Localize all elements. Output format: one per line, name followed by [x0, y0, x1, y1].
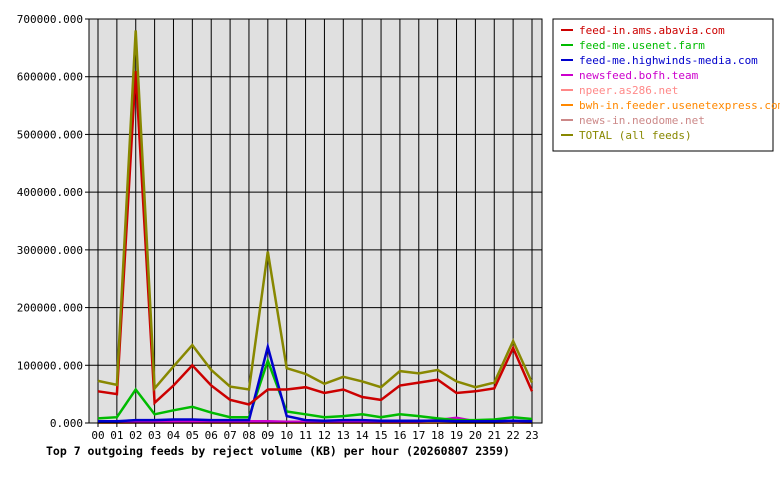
x-tick-label: 00	[91, 429, 104, 442]
series-line-0	[97, 70, 534, 406]
x-tick-label: 21	[488, 429, 501, 442]
chart-title: Top 7 outgoing feeds by reject volume (K…	[46, 444, 510, 458]
legend-label: news-in.neodome.net	[579, 114, 705, 127]
x-tick-label: 08	[242, 429, 255, 442]
y-tick-label: 500000.000	[17, 128, 83, 141]
x-tick-label: 06	[205, 429, 218, 442]
y-tick-label: 300000.000	[17, 244, 83, 257]
x-tick-label: 14	[356, 429, 370, 442]
y-tick-label: 400000.000	[17, 186, 83, 199]
legend-label: bwh-in.feeder.usenetexpress.com	[579, 99, 780, 112]
plot-area	[89, 19, 542, 423]
x-tick-label: 15	[374, 429, 387, 442]
x-tick-label: 03	[148, 429, 161, 442]
x-tick-label: 12	[318, 429, 331, 442]
x-tick-label: 17	[412, 429, 425, 442]
y-tick-label: 0.000	[50, 417, 83, 430]
x-tick-label: 16	[393, 429, 406, 442]
legend-label: feed-in.ams.abavia.com	[579, 24, 725, 37]
x-tick-label: 22	[507, 429, 520, 442]
x-tick-label: 10	[280, 429, 293, 442]
legend-label: feed-me.usenet.farm	[579, 39, 705, 52]
x-tick-label: 19	[450, 429, 463, 442]
y-tick-label: 200000.000	[17, 302, 83, 315]
series-line-7	[97, 30, 534, 392]
legend-label: newsfeed.bofh.team	[579, 69, 699, 82]
legend: feed-in.ams.abavia.com feed-me.usenet.far…	[552, 18, 780, 152]
x-tick-label: 20	[469, 429, 482, 442]
x-tick-label: 11	[299, 429, 312, 442]
x-axis: 00 01 02 03 04 05 06 07 08 09 10 11 12 13 14 15 16 17 18 19…	[91, 423, 539, 442]
series-line-3	[98, 416, 533, 424]
x-tick-label: 09	[261, 429, 274, 442]
legend-label: TOTAL (all feeds)	[579, 129, 692, 142]
y-tick-label: 700000.000	[17, 13, 83, 26]
x-tick-label: 05	[186, 429, 199, 442]
plot-frame	[88, 18, 543, 424]
y-axis: 0.000 100000.000 200000.000 300000.000 40000…	[17, 13, 89, 430]
series-line-2	[98, 341, 533, 423]
x-tick-label: 02	[129, 429, 142, 442]
x-tick-label: 23	[525, 429, 538, 442]
legend-label: npeer.as286.net	[579, 84, 678, 97]
legend-label: feed-me.highwinds-media.com	[579, 54, 758, 67]
x-tick-label: 07	[223, 429, 236, 442]
y-tick-label: 600000.000	[17, 71, 83, 84]
x-tick-label: 18	[431, 429, 444, 442]
x-tick-label: 04	[167, 429, 181, 442]
x-tick-label: 13	[337, 429, 350, 442]
x-tick-label: 01	[110, 429, 123, 442]
y-tick-label: 100000.000	[17, 359, 83, 372]
legend-box	[552, 18, 774, 152]
